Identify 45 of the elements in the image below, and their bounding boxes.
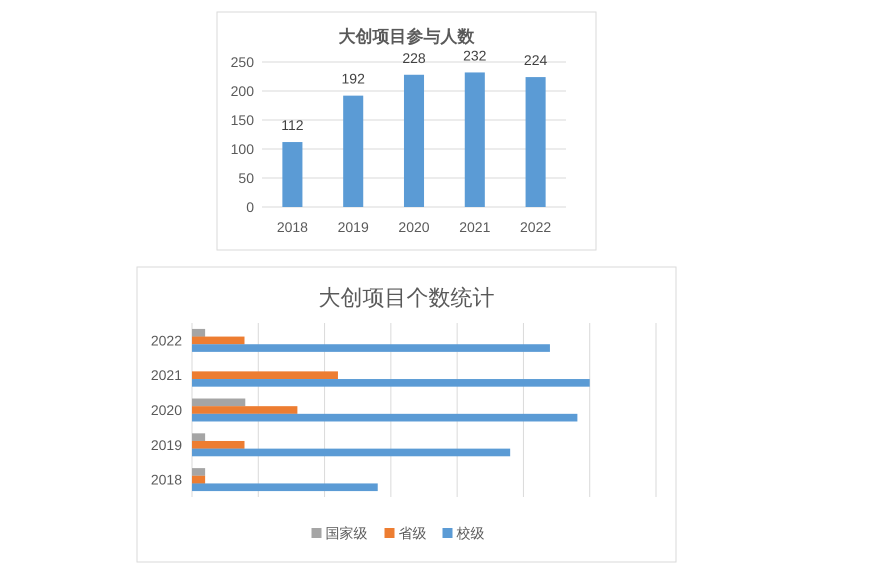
bar: [192, 406, 298, 414]
legend-label: 省级: [398, 525, 426, 541]
bar: [192, 440, 244, 449]
bar: [192, 483, 378, 492]
y-tick-label: 2022: [150, 332, 182, 348]
bar: [282, 142, 302, 207]
y-tick-label: 150: [230, 112, 254, 128]
bar: [343, 96, 364, 207]
chart-title: 大创项目个数统计: [318, 285, 494, 310]
x-tick-label: 2020: [398, 219, 430, 235]
y-tick-label: 50: [238, 170, 254, 186]
legend-label: 国家级: [326, 525, 368, 541]
y-tick-label: 250: [230, 54, 254, 70]
bar: [192, 468, 206, 476]
bar: [192, 476, 206, 484]
bar: [192, 336, 244, 344]
data-label: 112: [281, 117, 304, 134]
bar: [192, 371, 338, 380]
bar: [192, 448, 510, 456]
bar: [404, 74, 424, 207]
bar: [464, 72, 485, 207]
bar: [526, 77, 546, 207]
data-label: 224: [524, 52, 548, 68]
bar: [192, 344, 550, 352]
y-tick-label: 2019: [150, 436, 182, 453]
data-label: 232: [463, 47, 487, 64]
y-tick-label: 200: [230, 83, 254, 99]
y-tick-label: 2021: [150, 367, 182, 384]
x-tick-label: 2018: [276, 219, 308, 235]
bar: [192, 328, 206, 337]
y-tick-label: 0: [246, 199, 254, 215]
chart-title: 大创项目参与人数: [338, 27, 476, 46]
x-tick-label: 2022: [520, 219, 552, 235]
bar: [192, 398, 246, 406]
y-tick-label: 100: [230, 141, 254, 157]
x-tick-label: 2019: [338, 219, 369, 235]
x-tick-label: 2021: [459, 219, 491, 235]
y-tick-label: 2020: [150, 402, 182, 418]
y-tick-label: 2018: [150, 472, 182, 488]
bar: [192, 379, 590, 387]
legend-label: 校级: [456, 525, 484, 541]
data-label: 228: [402, 50, 426, 66]
bar: [192, 414, 578, 422]
data-label: 192: [342, 70, 366, 87]
bar: [192, 433, 206, 441]
